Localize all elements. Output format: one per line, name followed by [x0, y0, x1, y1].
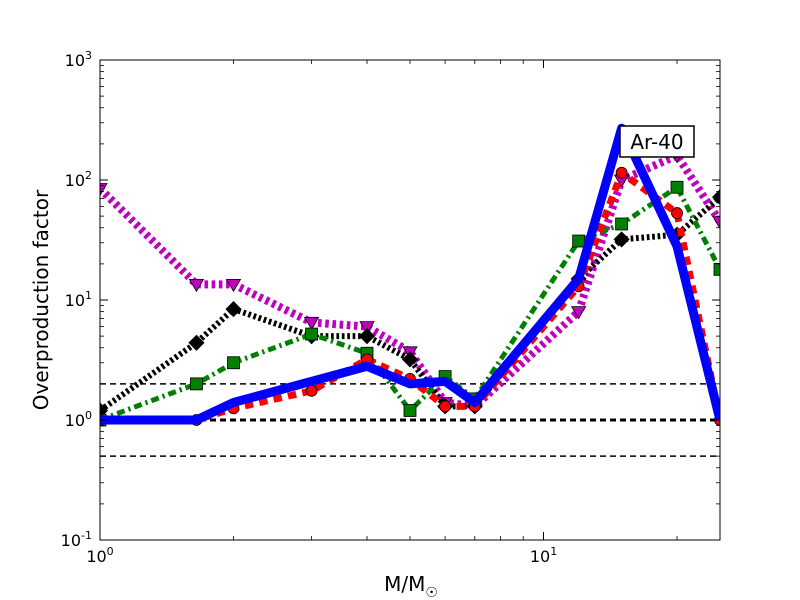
x-axis-label: M/M☉ — [384, 572, 438, 600]
y-tick-label-4: 103 — [65, 49, 92, 70]
series-0-point-2 — [225, 278, 242, 293]
series-2-point-3 — [305, 327, 319, 341]
series-2-point-9 — [615, 217, 629, 231]
series-2-point-1 — [190, 377, 203, 391]
series-0-point-0 — [100, 183, 108, 197]
series-3-point-6 — [439, 400, 452, 413]
series-1-point-1 — [188, 334, 205, 351]
y-tick-label-3: 102 — [65, 169, 92, 190]
series-line-2 — [100, 184, 720, 423]
series-1-point-11 — [711, 189, 720, 206]
series-1-point-9 — [613, 231, 630, 248]
y-tick-label-1: 100 — [65, 409, 92, 430]
series-2-point-11 — [713, 262, 720, 276]
series-2 — [100, 180, 720, 427]
series-0-point-11 — [712, 216, 720, 230]
y-axis-label: Overproduction factor — [29, 189, 53, 410]
series-0-point-3 — [303, 317, 320, 331]
x-tick-label-0: 100 — [86, 545, 113, 566]
series-0-point-8 — [570, 306, 587, 320]
annotation-label: Ar-40 — [630, 130, 683, 154]
series-line-0 — [100, 151, 720, 411]
series-1-point-5 — [401, 351, 419, 368]
series-0-point-4 — [359, 321, 375, 335]
y-tick-label-2: 101 — [65, 289, 92, 310]
series-0-point-1 — [188, 278, 205, 293]
series-3-point-10 — [671, 207, 683, 219]
series-2-point-2 — [227, 356, 240, 370]
y-tick-label-0: 10-1 — [61, 529, 92, 550]
annotation-box: Ar-40 — [619, 125, 695, 158]
series-2-point-5 — [403, 404, 417, 417]
annotation-frame — [619, 125, 695, 158]
series-1-point-2 — [225, 301, 242, 318]
x-tick-label-1: 101 — [530, 545, 557, 566]
series-2-point-8 — [572, 234, 586, 248]
series-1-point-4 — [358, 328, 376, 345]
series-3-point-9 — [615, 166, 628, 179]
series-2-point-10 — [670, 180, 684, 194]
series-line-3 — [100, 169, 720, 424]
plot-area — [100, 123, 720, 457]
